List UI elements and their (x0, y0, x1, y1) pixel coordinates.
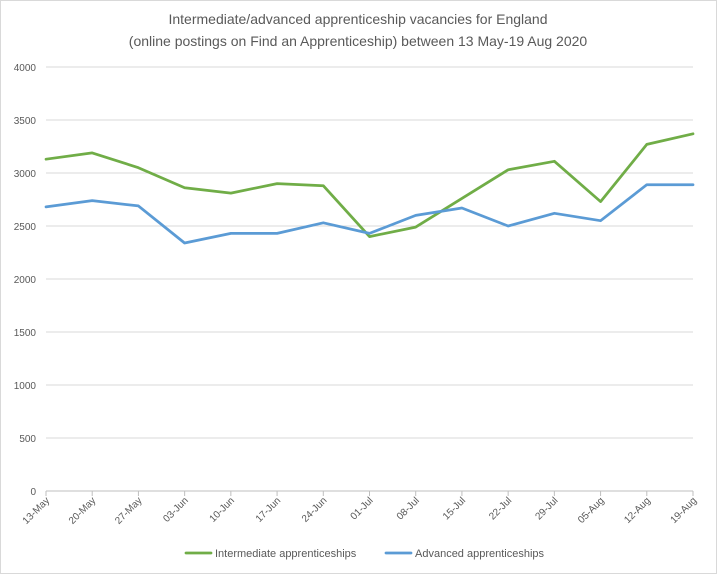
x-tick-label: 01-Jul (349, 495, 376, 522)
x-tick-label: 15-Jul (441, 495, 468, 522)
y-tick-label: 2500 (14, 222, 37, 233)
y-tick-label: 2000 (14, 275, 37, 286)
x-tick-label: 12-Aug (622, 495, 653, 526)
series-line-advanced (44, 183, 695, 245)
series-lines (44, 132, 695, 245)
chart-title-line-1: Intermediate/advanced apprenticeship vac… (168, 11, 547, 27)
y-tick-label: 1000 (14, 381, 37, 392)
x-tick-label: 19-Aug (669, 495, 700, 526)
x-tick-label: 29-Jul (533, 495, 560, 522)
y-tick-label: 3000 (14, 169, 37, 180)
x-tick-label: 22-Jul (487, 495, 514, 522)
y-tick-label: 500 (19, 434, 36, 445)
legend-label: Intermediate apprenticeships (215, 548, 357, 560)
x-tick-label: 24-Jun (300, 495, 329, 524)
x-tick-label: 03-Jun (161, 495, 190, 524)
x-tick-label: 10-Jun (208, 495, 237, 524)
y-tick-label: 1500 (14, 328, 37, 339)
x-axis: 13-May 20-May 27-May 03-Jun 10-Jun 17-Jun 24-J… (21, 490, 700, 527)
chart-title-line-2: (online postings on Find an Apprenticesh… (129, 33, 588, 49)
legend-label: Advanced apprenticeships (415, 548, 545, 560)
y-tick-label: 0 (30, 487, 36, 498)
y-axis: 0 500 1000 1500 2000 2500 3000 3500 4000 (14, 63, 37, 498)
y-tick-label: 4000 (14, 63, 37, 74)
legend: Intermediate apprenticeships Advanced app… (184, 548, 545, 560)
x-tick-label: 20-May (67, 495, 98, 526)
x-tick-label: 05-Aug (576, 495, 607, 526)
y-tick-label: 3500 (14, 116, 37, 127)
gridlines (46, 66, 693, 439)
series-line-intermediate (44, 132, 695, 238)
x-tick-label: 13-May (21, 495, 52, 526)
x-tick-label: 08-Jul (395, 495, 422, 522)
x-tick-label: 27-May (113, 495, 144, 526)
x-tick-label: 17-Jun (254, 495, 283, 524)
